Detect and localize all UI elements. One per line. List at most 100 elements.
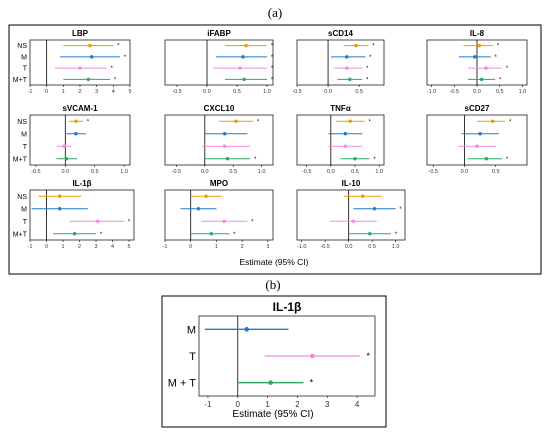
point-estimate-ns (244, 43, 248, 48)
significance-star: * (124, 55, 127, 61)
point-estimate-ns (88, 43, 92, 48)
x-tick-label: 0.5 (492, 169, 500, 175)
significance-star: * (506, 157, 509, 163)
significance-star: * (499, 77, 502, 83)
subplot-title: IL-10 (342, 179, 361, 188)
point-estimate-m (241, 55, 245, 59)
point-estimate-m (58, 207, 62, 211)
forest-subplot-mpo-9: MPO -1 0 1 2 3 * * (163, 179, 274, 250)
category-label: M+T (13, 156, 28, 163)
x-tick-label: 1 (62, 89, 65, 95)
significance-star: * (251, 219, 254, 225)
x-tick-label: 0.5 (496, 89, 504, 95)
point-estimate-m-plus-t (72, 232, 77, 236)
subplot-title: IL-8 (470, 29, 485, 38)
x-tick-label: -1 (28, 244, 33, 250)
point-estimate-t (95, 219, 100, 223)
significance-star: * (509, 119, 512, 125)
x-tick-label: -0.5 (450, 89, 459, 95)
point-estimate-m (343, 132, 348, 136)
significance-star: * (369, 55, 372, 61)
subplot-title: LBP (72, 29, 89, 38)
significance-star: * (271, 77, 274, 83)
subplot-title: sCD14 (328, 29, 353, 38)
point-estimate-ns (490, 119, 495, 123)
forest-subplot-il-1-11: IL-1β -1 0 1 2 3 4 M T M + T * * (168, 300, 376, 409)
x-tick-label: 3 (266, 244, 269, 250)
significance-star: * (271, 66, 274, 72)
subplot-frame (29, 114, 131, 166)
x-tick-label: -0.5 (31, 169, 40, 175)
x-tick-label: 2 (78, 89, 81, 95)
subplot-title: CXCL10 (204, 104, 235, 113)
point-estimate-ns (361, 194, 365, 198)
x-tick-label: 1 (61, 244, 64, 250)
significance-star: * (366, 77, 369, 83)
significance-star: * (271, 44, 274, 50)
point-estimate-t (78, 66, 82, 70)
x-tick-label: 2 (295, 400, 300, 409)
x-tick-label: 1.0 (263, 89, 271, 95)
significance-star: * (494, 55, 497, 61)
category-label: T (23, 219, 28, 226)
x-tick-label: 3 (95, 89, 98, 95)
x-tick-label: 1 (215, 244, 218, 250)
significance-star: * (395, 232, 398, 238)
subplot-frame (198, 315, 376, 397)
x-tick-label: -1.0 (427, 89, 436, 95)
x-tick-label: 0.5 (355, 89, 363, 95)
subplot-frame (29, 189, 135, 241)
significance-star: * (399, 207, 402, 213)
significance-star: * (114, 77, 117, 83)
point-estimate-t (62, 144, 66, 148)
forest-subplot-cxcl10-5: CXCL10-0.5 0.0 0.5 1.0** (164, 104, 274, 175)
point-estimate-m-plus-t (64, 157, 69, 161)
point-estimate-t (484, 66, 488, 70)
forest-subplot-scd14-2: sCD14-0.5 0.0 0.5**** (292, 29, 385, 95)
point-estimate-m (222, 132, 227, 136)
x-tick-label: 0.5 (351, 169, 359, 175)
subplot-title: IL-1β (273, 300, 302, 314)
forest-subplot-svcam-1-4: sVCAM-1 -0.5 0.0 0.5 1.0 NS MT M+T * (13, 104, 131, 175)
significance-star: * (497, 44, 500, 50)
x-tick-label: 1.0 (375, 169, 383, 175)
category-label: M (21, 54, 27, 61)
x-tick-label: 2 (241, 244, 244, 250)
point-estimate-m-plus-t (484, 157, 489, 161)
significance-star: * (310, 378, 314, 388)
x-tick-label: 5 (128, 244, 131, 250)
x-tick-label: 0.0 (473, 89, 481, 95)
subplot-title: sCD27 (465, 104, 490, 113)
x-tick-label: 0 (236, 400, 241, 409)
x-tick-label: 3 (325, 400, 330, 409)
point-estimate-m (345, 55, 349, 59)
forest-subplot-ifabp-1: iFABP-0.5 0.0 0.5 1.0**** (164, 29, 274, 95)
x-tick-label: 4 (111, 244, 114, 250)
category-label: M (21, 206, 27, 213)
subplot-frame (296, 39, 385, 86)
category-label: M (187, 324, 196, 336)
x-tick-label: 0.0 (324, 89, 332, 95)
x-tick-label: 1 (265, 400, 270, 409)
category-label: T (23, 144, 28, 151)
x-tick-label: 0.0 (201, 169, 209, 175)
x-tick-label: 0 (189, 244, 192, 250)
subplot-title: TNFα (330, 104, 351, 113)
point-estimate-m-plus-t (353, 157, 357, 161)
point-estimate-ns (234, 119, 238, 123)
point-estimate-ns (58, 194, 62, 198)
point-estimate-ns (204, 194, 208, 198)
point-estimate-m (244, 327, 250, 332)
significance-star: * (366, 66, 369, 72)
significance-star: * (110, 66, 113, 72)
category-label: M+T (13, 231, 28, 238)
x-tick-label: 2 (78, 244, 81, 250)
x-tick-label: -0.5 (292, 89, 301, 95)
category-label: NS (17, 194, 27, 201)
point-estimate-t (222, 144, 227, 148)
category-label: T (189, 351, 196, 363)
subplot-frame (164, 39, 274, 86)
x-tick-label: -0.5 (172, 169, 181, 175)
